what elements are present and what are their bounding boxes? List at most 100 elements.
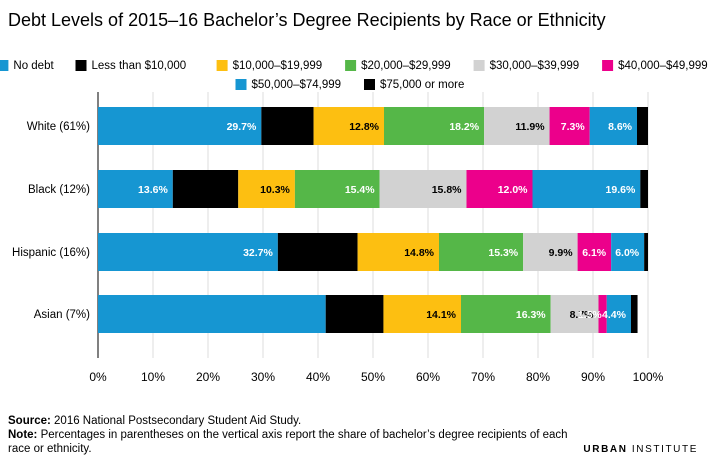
bar-segment-3-1 — [325, 295, 384, 333]
data-label-0-6: 8.6% — [608, 121, 633, 133]
x-tick-label-7: 70% — [471, 370, 495, 384]
data-label-1-0: 13.6% — [138, 184, 168, 196]
bar-segment-1-3 — [294, 170, 380, 208]
bar-segment-3-7 — [630, 295, 638, 333]
brand-thin: INSTITUTE — [631, 444, 698, 455]
bar-segment-2-2 — [357, 233, 439, 271]
bar-segment-3-4 — [550, 295, 599, 333]
x-axis-ticks: 0% 10% 20% 30% 40% 50% 60% 70% 80% 90% 100% — [89, 370, 663, 384]
legend-swatch-2 — [216, 60, 228, 71]
legend-label-6: $50,000–$74,999 — [252, 79, 342, 91]
category-label-1: Black (12%) — [28, 184, 90, 196]
data-label-2-6: 6.0% — [615, 247, 640, 259]
legend-swatch-0 — [0, 60, 9, 71]
footer-notes: Source: 2016 National Postsecondary Stud… — [8, 414, 568, 456]
legend-label-2: $10,000–$19,999 — [233, 60, 323, 72]
bar-segment-1-0 — [98, 170, 173, 208]
source-line: Source: 2016 National Postsecondary Stud… — [8, 414, 568, 428]
bar-segment-0-6 — [589, 107, 637, 145]
data-label-3-2: 14.1% — [426, 309, 456, 321]
note-label: Note: — [8, 429, 38, 441]
data-label-0-4: 11.9% — [515, 121, 545, 133]
bar-segment-3-0 — [98, 295, 326, 333]
bar-segment-1-1 — [172, 170, 239, 208]
legend-label-1: Less than $10,000 — [92, 60, 187, 72]
bar-segment-3-2 — [383, 295, 461, 333]
category-label-2: Hispanic (16%) — [12, 247, 90, 259]
legend-swatch-5 — [602, 60, 614, 71]
legend-label-4: $30,000–$39,999 — [490, 60, 580, 72]
data-label-3-6: 4.4% — [602, 309, 627, 321]
data-label-3-4: 8.7% — [570, 309, 595, 321]
data-label-1-4: 15.8% — [432, 184, 462, 196]
x-tick-label-8: 80% — [526, 370, 550, 384]
bar-segment-1-5 — [466, 170, 533, 208]
y-axis-labels: White (61%) Black (12%) Hispanic (16%) Asia… — [12, 121, 90, 321]
x-tick-label-4: 40% — [306, 370, 330, 384]
data-label-1-2: 10.3% — [260, 184, 290, 196]
bars: 29.7% 12.8% 18.2% 11.9% 7.3% 8.6% 13.6% 10.3% 15… — [98, 107, 648, 333]
data-label-2-3: 15.3% — [488, 247, 518, 259]
bar-segment-1-2 — [238, 170, 295, 208]
chart-title: Debt Levels of 2015–16 Bachelor’s Degree… — [8, 10, 606, 30]
note-line: Note: Percentages in parentheses on the … — [8, 428, 568, 456]
category-label-3: Asian (7%) — [34, 309, 90, 321]
bar-segment-0-7 — [637, 107, 648, 145]
bar-segment-3-6 — [606, 295, 631, 333]
source-label: Source: — [8, 415, 51, 427]
data-label-1-6: 19.6% — [606, 184, 636, 196]
bar-segment-0-5 — [549, 107, 590, 145]
data-label-2-0: 32.7% — [243, 247, 273, 259]
bar-segment-0-4 — [484, 107, 550, 145]
x-tick-label-10: 100% — [633, 370, 664, 384]
legend-swatch-4 — [473, 60, 485, 71]
bar-segment-0-1 — [261, 107, 314, 145]
legend-label-5: $40,000–$49,999 — [618, 60, 708, 72]
bar-segment-2-6 — [611, 233, 645, 271]
bar-segment-2-0 — [98, 233, 278, 271]
legend-swatch-3 — [345, 60, 357, 71]
data-label-2-4: 9.9% — [549, 247, 574, 259]
data-label-3-3: 16.3% — [516, 309, 546, 321]
legend: No debt Less than $10,000 $10,000–$19,999 $… — [0, 60, 708, 91]
x-tick-label-6: 60% — [416, 370, 440, 384]
x-tick-label-1: 10% — [141, 370, 165, 384]
note-text: Percentages in parentheses on the vertic… — [8, 429, 568, 455]
x-tick-label-2: 20% — [196, 370, 220, 384]
urban-institute-logo: URBAN INSTITUTE — [583, 444, 698, 455]
legend-label-3: $20,000–$29,999 — [361, 60, 451, 72]
bar-segment-3-5 — [598, 295, 607, 333]
data-label-2-2: 14.8% — [404, 247, 434, 259]
x-tick-label-0: 0% — [89, 370, 107, 384]
bar-segment-0-2 — [313, 107, 384, 145]
bar-segment-0-3 — [384, 107, 485, 145]
data-label-2-5: 6.1% — [582, 247, 607, 259]
data-label-0-3: 18.2% — [449, 121, 479, 133]
data-label-1-5: 12.0% — [498, 184, 528, 196]
bar-segment-1-4 — [379, 170, 467, 208]
category-label-0: White (61%) — [27, 121, 90, 133]
bar-segment-3-3 — [461, 295, 551, 333]
x-tick-label-3: 30% — [251, 370, 275, 384]
bar-segment-2-7 — [644, 233, 648, 271]
bar-segment-1-7 — [640, 170, 648, 208]
bar-segment-2-5 — [577, 233, 612, 271]
bar-segment-1-6 — [532, 170, 641, 208]
data-label-0-2: 12.8% — [349, 121, 379, 133]
legend-label-7: $75,000 or more — [380, 79, 464, 91]
x-tick-label-9: 90% — [581, 370, 605, 384]
data-label-0-0: 29.7% — [227, 121, 257, 133]
brand-bold: URBAN — [583, 444, 628, 455]
legend-label-0: No debt — [13, 60, 54, 72]
data-label-1-3: 15.4% — [345, 184, 375, 196]
bar-segment-2-4 — [523, 233, 578, 271]
legend-swatch-6 — [235, 79, 247, 90]
bar-segment-2-1 — [277, 233, 358, 271]
bar-segment-2-3 — [439, 233, 524, 271]
legend-swatch-1 — [75, 60, 87, 71]
data-label-0-5: 7.3% — [561, 121, 586, 133]
source-text: 2016 National Postsecondary Student Aid … — [54, 415, 302, 427]
data-label-3-5: 1.5% — [578, 309, 603, 321]
bar-segment-0-0 — [98, 107, 262, 145]
